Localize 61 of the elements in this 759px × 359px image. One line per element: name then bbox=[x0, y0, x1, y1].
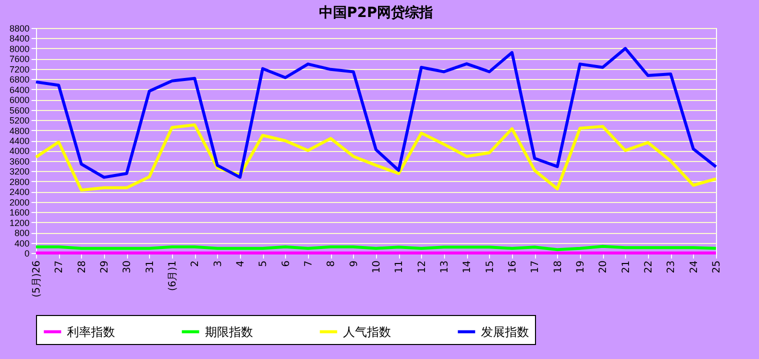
y-tick-label: 2000 bbox=[9, 197, 30, 208]
x-tick-label: 16 bbox=[508, 260, 518, 274]
y-tick-label: 8400 bbox=[9, 34, 30, 44]
x-tick-label: (6月)1 bbox=[168, 260, 178, 292]
legend-label: 发展指数 bbox=[481, 324, 529, 339]
line-series bbox=[34, 46, 718, 179]
x-tick-label: 17 bbox=[530, 260, 542, 274]
x-tick-label: 20 bbox=[598, 260, 610, 274]
x-tick-label: 19 bbox=[576, 260, 586, 274]
x-tick-label: 22 bbox=[644, 260, 654, 274]
x-tick-label: (5月)26 bbox=[32, 260, 42, 298]
x-tick-label: 5 bbox=[258, 260, 270, 267]
y-tick-label: 6000 bbox=[9, 95, 30, 106]
x-tick-label: 29 bbox=[100, 260, 110, 274]
y-tick-label: 7600 bbox=[9, 54, 30, 64]
x-tick-label: 3 bbox=[212, 260, 224, 267]
line-series bbox=[34, 123, 718, 192]
y-tick-label: 0 bbox=[24, 248, 30, 258]
chart-title: 中国P2P网贷综指 bbox=[318, 4, 434, 21]
x-tick-label: 31 bbox=[144, 260, 156, 274]
x-tick-label: 12 bbox=[416, 260, 428, 274]
x-tick-label: 25 bbox=[712, 260, 722, 274]
x-tick-label: 7 bbox=[304, 260, 314, 267]
x-tick-label: 27 bbox=[54, 260, 66, 274]
y-tick-label: 4000 bbox=[9, 146, 30, 156]
y-tick-label: 8800 bbox=[9, 24, 30, 34]
y-tick-label: 3600 bbox=[9, 156, 30, 166]
legend-label: 期限指数 bbox=[205, 324, 253, 339]
x-tick-label: 14 bbox=[462, 260, 474, 274]
x-tick-label: 24 bbox=[688, 260, 700, 274]
x-tick-label: 11 bbox=[394, 260, 406, 274]
y-tick-label: 400 bbox=[14, 238, 30, 248]
x-tick-label: 30 bbox=[122, 260, 134, 274]
y-tick-label: 2400 bbox=[9, 187, 30, 198]
y-tick-label: 7200 bbox=[9, 64, 30, 74]
x-tick-label: 2 bbox=[190, 260, 202, 267]
y-tick-label: 800 bbox=[14, 228, 30, 238]
x-tick-label: 18 bbox=[552, 260, 564, 274]
y-tick-label: 3200 bbox=[9, 166, 30, 177]
x-tick-label: 21 bbox=[620, 260, 632, 274]
y-tick-label: 6800 bbox=[9, 74, 30, 85]
legend-label: 利率指数 bbox=[67, 324, 115, 339]
legend-label: 人气指数 bbox=[343, 324, 391, 339]
x-tick-label: 4 bbox=[236, 260, 246, 267]
y-tick-label: 4400 bbox=[9, 136, 30, 146]
x-tick-label: 15 bbox=[484, 260, 496, 274]
x-tick-label: 23 bbox=[666, 260, 678, 274]
y-tick-label: 8000 bbox=[9, 44, 30, 54]
x-tick-label: 6 bbox=[280, 260, 292, 267]
y-tick-label: 5600 bbox=[9, 105, 30, 116]
x-tick-label: 8 bbox=[326, 260, 338, 267]
x-tick-label: 28 bbox=[76, 260, 88, 274]
x-tick-label: 9 bbox=[348, 260, 360, 267]
y-tick-label: 5200 bbox=[9, 116, 30, 126]
x-tick-label: 10 bbox=[372, 260, 382, 274]
y-tick-label: 2800 bbox=[9, 176, 30, 187]
y-tick-label: 1200 bbox=[9, 218, 30, 228]
y-tick-label: 1600 bbox=[9, 208, 30, 218]
y-tick-label: 6400 bbox=[9, 84, 30, 95]
y-tick-label: 4800 bbox=[9, 126, 30, 136]
x-tick-label: 13 bbox=[440, 260, 450, 274]
